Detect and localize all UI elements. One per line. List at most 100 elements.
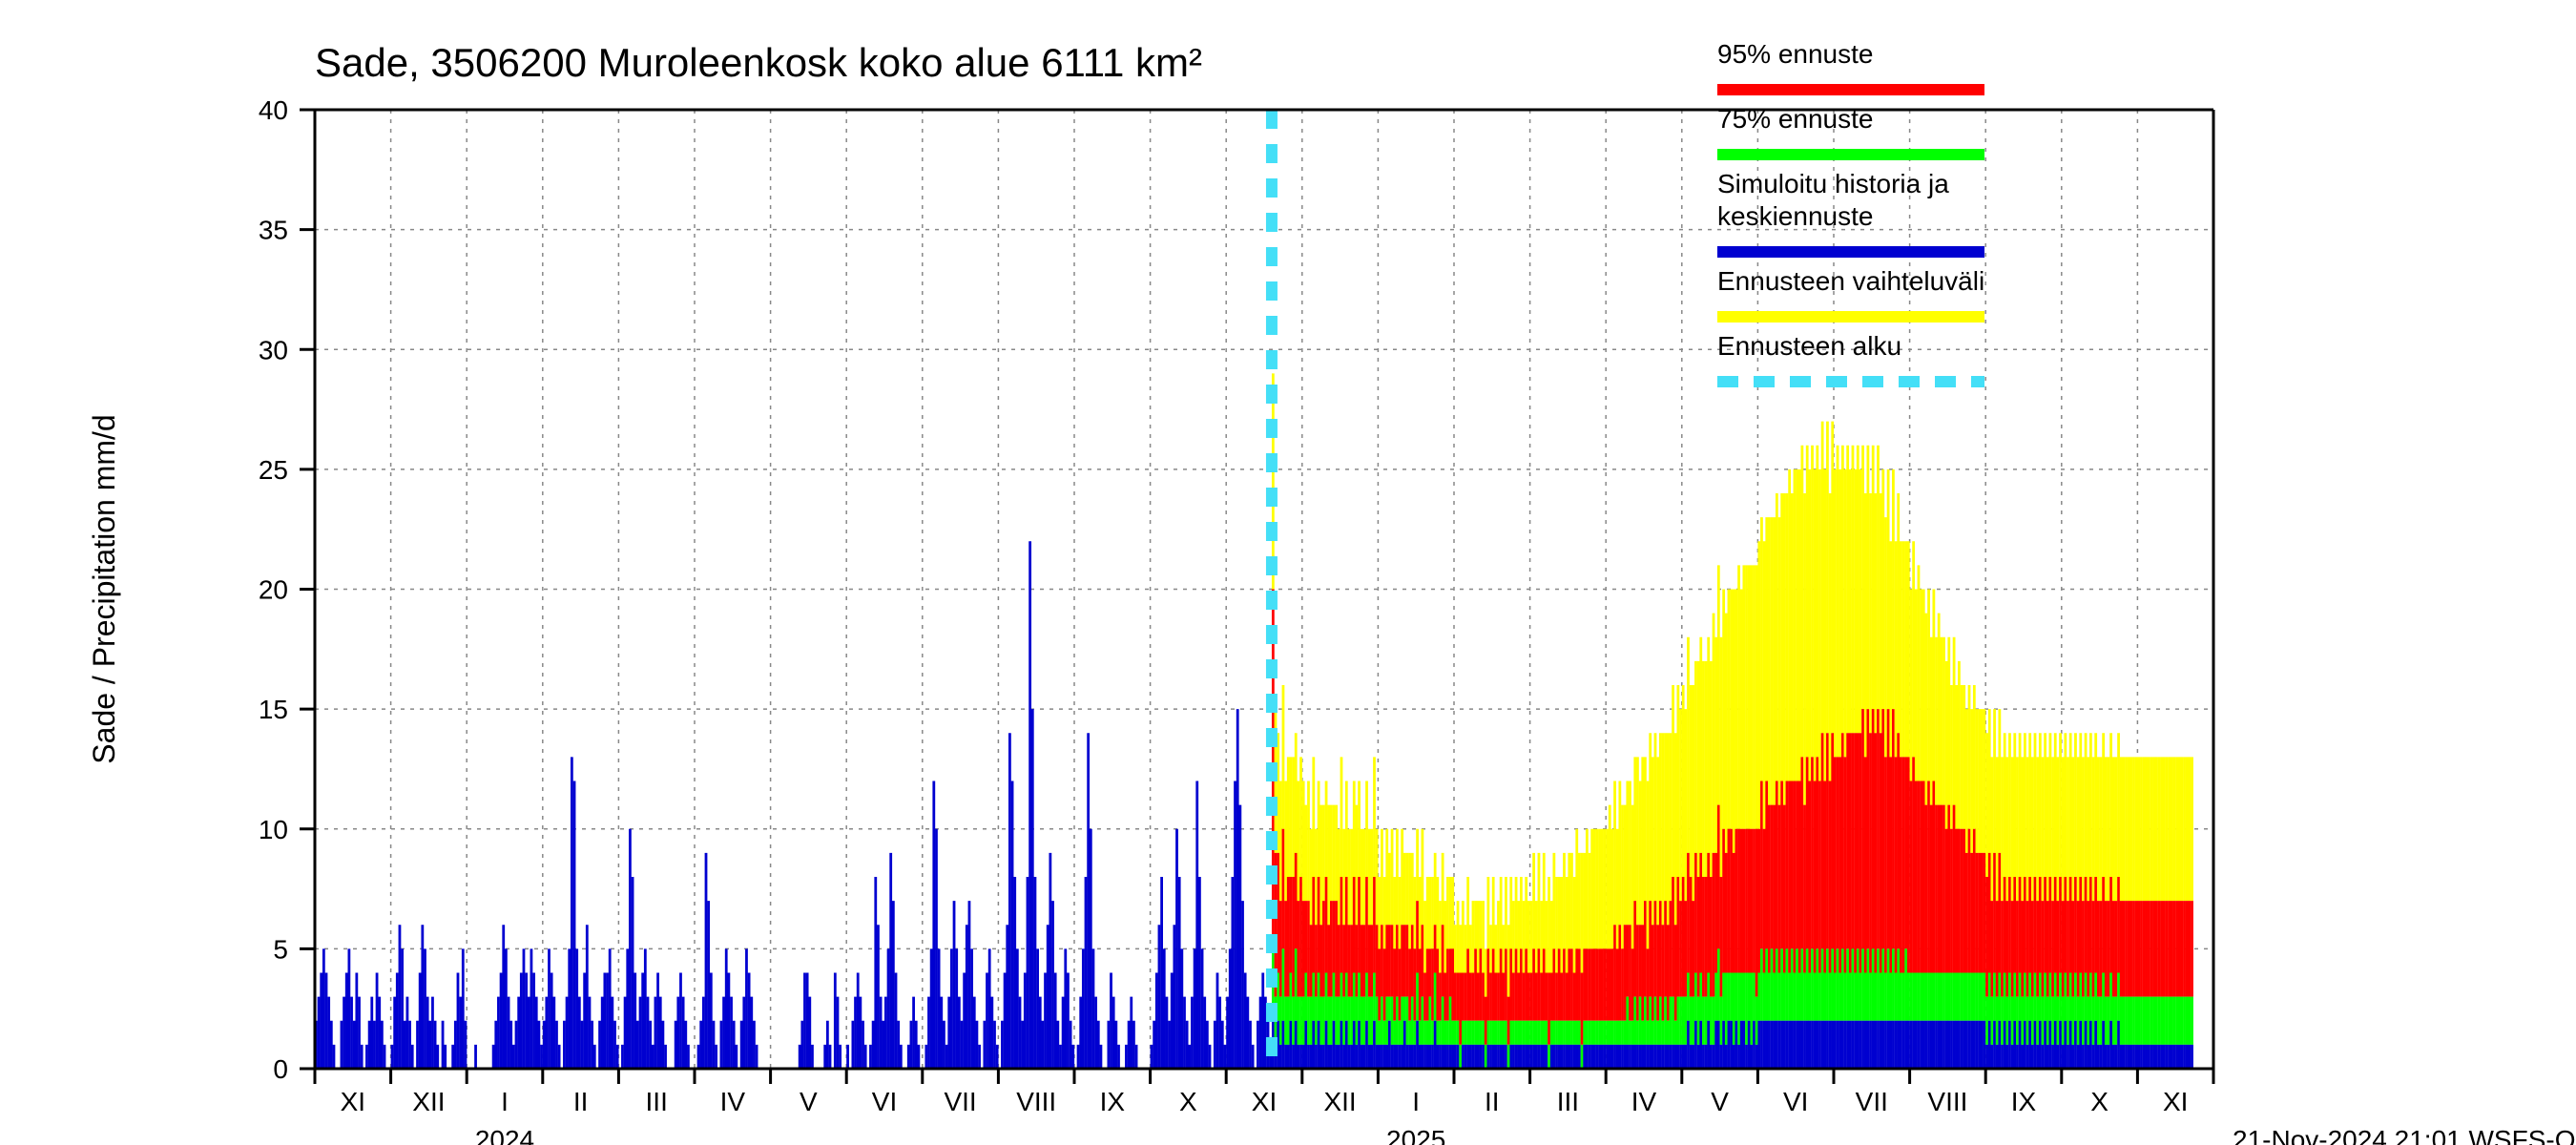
forecast-p95-bar (2145, 901, 2148, 997)
forecast-median-bar (1988, 1021, 1991, 1069)
history-bar (399, 925, 402, 1069)
forecast-median-bar (1428, 1045, 1431, 1069)
forecast-p75-bar (1753, 973, 1755, 1021)
forecast-range-bar (1776, 493, 1778, 781)
history-bar (872, 1021, 875, 1069)
forecast-p95-bar (1823, 781, 1826, 973)
forecast-range-bar (2028, 733, 2031, 877)
forecast-median-bar (1765, 1021, 1768, 1069)
history-bar (634, 973, 636, 1070)
forecast-p75-bar (1282, 948, 1285, 1020)
forecast-p95-bar (2120, 901, 2123, 997)
forecast-range-bar (1649, 733, 1652, 901)
forecast-p75-bar (1742, 973, 1745, 1021)
forecast-median-bar (1543, 1045, 1546, 1069)
forecast-range-bar (1958, 661, 1961, 829)
history-bar (345, 973, 348, 1070)
forecast-p95-bar (1348, 925, 1351, 996)
forecast-p75-bar (1846, 948, 1849, 1020)
forecast-median-bar (1733, 1045, 1735, 1069)
forecast-p75-bar (1803, 973, 1806, 1021)
forecast-p75-bar (1436, 1021, 1439, 1045)
forecast-range-bar (2137, 757, 2140, 901)
forecast-range-bar (1575, 829, 1578, 949)
forecast-median-bar (1444, 1045, 1446, 1069)
forecast-p75-bar (1644, 997, 1647, 1045)
forecast-p95-bar (1808, 781, 1811, 973)
forecast-range-bar (2145, 757, 2148, 901)
forecast-range-bar (1920, 590, 1922, 781)
forecast-median-bar (1791, 1021, 1794, 1069)
forecast-p95-bar (1728, 829, 1731, 973)
forecast-range-bar (1912, 541, 1915, 757)
forecast-p75-bar (1694, 973, 1697, 1021)
forecast-range-bar (2188, 757, 2191, 901)
forecast-p95-bar (2128, 901, 2130, 997)
forecast-range-bar (1955, 685, 1958, 829)
forecast-p95-bar (1604, 948, 1607, 1020)
forecast-range-bar (1852, 446, 1855, 734)
forecast-p95-bar (2108, 901, 2110, 997)
forecast-median-bar (1279, 1045, 1282, 1069)
forecast-p95-bar (1279, 901, 1282, 997)
history-bar (454, 1021, 457, 1069)
forecast-median-bar (2148, 1045, 2150, 1069)
history-bar (955, 948, 958, 1069)
forecast-range-bar (2092, 757, 2095, 901)
forecast-p75-bar (1783, 973, 1786, 1021)
history-bar (1194, 948, 1196, 1069)
forecast-p95-bar (2008, 877, 2011, 973)
y-tick-label: 10 (259, 815, 288, 844)
forecast-p95-bar (1497, 973, 1500, 1021)
history-bar (1036, 948, 1039, 1069)
forecast-p95-bar (1644, 901, 1647, 997)
forecast-range-bar (1563, 853, 1566, 949)
forecast-p75-bar (1998, 973, 2001, 1021)
y-tick-label: 20 (259, 575, 288, 605)
forecast-p95-bar (1307, 901, 1310, 997)
history-bar (1110, 973, 1112, 1070)
forecast-range-bar (1728, 590, 1731, 829)
forecast-p95-bar (1796, 781, 1798, 949)
forecast-median-bar (1866, 1021, 1869, 1069)
history-bar (1166, 997, 1169, 1069)
forecast-range-bar (1662, 733, 1665, 925)
forecast-p75-bar (1760, 948, 1763, 1020)
forecast-p95-bar (1555, 973, 1558, 1021)
forecast-p95-bar (1897, 733, 1900, 948)
forecast-p95-bar (1509, 948, 1512, 1020)
forecast-median-bar (1362, 1045, 1365, 1069)
forecast-p95-bar (1540, 973, 1543, 1021)
forecast-p95-bar (1356, 925, 1359, 996)
forecast-range-bar (1788, 469, 1791, 781)
forecast-p75-bar (1290, 973, 1293, 1021)
forecast-range-bar (1641, 757, 1644, 925)
forecast-p75-bar (1325, 973, 1328, 1021)
forecast-p75-bar (1517, 1021, 1520, 1045)
forecast-range-bar (1881, 469, 1884, 709)
forecast-p75-bar (1391, 997, 1394, 1045)
forecast-median-bar (1670, 1045, 1672, 1069)
forecast-p95-bar (1520, 948, 1523, 1020)
history-bar (393, 997, 396, 1069)
forecast-p95-bar (1482, 973, 1485, 1021)
forecast-range-bar (1895, 541, 1898, 757)
forecast-range-bar (1338, 829, 1340, 926)
forecast-p75-bar (2034, 973, 2037, 1021)
forecast-range-bar (1902, 541, 1905, 757)
forecast-range-bar (1857, 446, 1859, 734)
forecast-p95-bar (1589, 948, 1591, 1020)
history-bar (1039, 997, 1042, 1069)
history-bar (1259, 997, 1262, 1069)
history-bar (699, 1021, 702, 1069)
forecast-median-bar (2105, 1045, 2108, 1069)
history-bar (632, 877, 634, 1069)
forecast-p95-bar (1907, 757, 1910, 972)
forecast-p95-bar (1586, 948, 1589, 1020)
history-bar (431, 997, 434, 1069)
forecast-range-bar (1988, 709, 1991, 853)
y-tick-label: 15 (259, 695, 288, 724)
forecast-p75-bar (1765, 948, 1768, 1020)
forecast-median-bar (1945, 1021, 1948, 1069)
forecast-median-bar (1947, 1021, 1950, 1069)
